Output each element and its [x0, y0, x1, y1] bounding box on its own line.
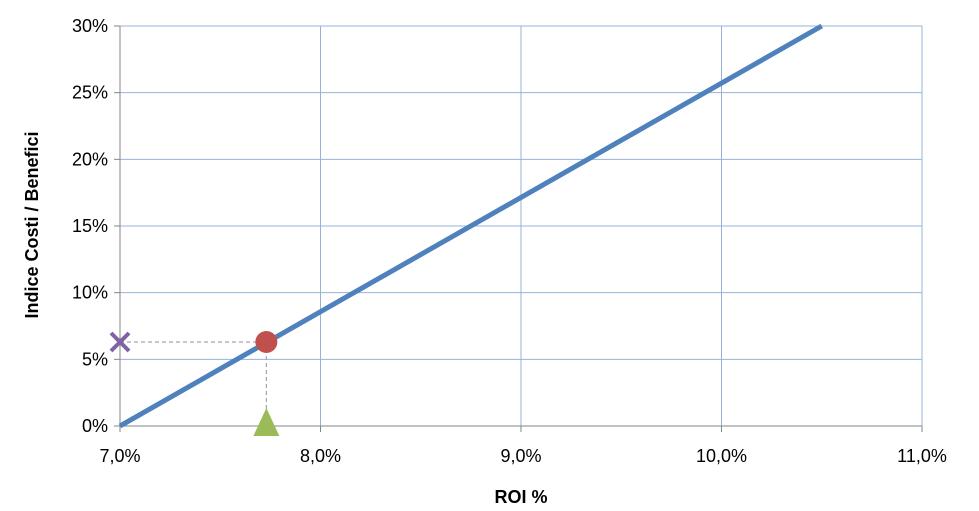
- x-axis-title: ROI %: [494, 487, 547, 507]
- axes: [114, 25, 923, 432]
- series-layer: [109, 23, 823, 436]
- y-tick-label: 25%: [72, 83, 108, 103]
- x-tick-label: 8,0%: [300, 446, 341, 466]
- tick-labels: 7,0% 8,0% 9,0% 10,0% 11,0% 0% 5% 10% 15% 20% 25% 30…: [72, 16, 947, 466]
- y-tick-label: 0%: [82, 416, 108, 436]
- point-marker-triangle: [253, 408, 280, 436]
- y-tick-label: 15%: [72, 216, 108, 236]
- y-axis-title: Indice Costi / Benefici: [22, 131, 42, 318]
- grid-lines: [120, 25, 923, 426]
- y-tick-label: 10%: [72, 283, 108, 303]
- x-tick-label: 7,0%: [99, 446, 140, 466]
- series-line: [118, 23, 823, 429]
- x-tick-label: 11,0%: [897, 446, 947, 466]
- x-tick-label: 9,0%: [500, 446, 541, 466]
- point-marker-circle: [255, 331, 278, 353]
- y-tick-label: 30%: [72, 16, 108, 36]
- point-marker-cross: [109, 331, 131, 353]
- x-tick-label: 10,0%: [696, 446, 747, 466]
- y-tick-label: 20%: [72, 149, 108, 169]
- y-tick-label: 5%: [82, 349, 108, 369]
